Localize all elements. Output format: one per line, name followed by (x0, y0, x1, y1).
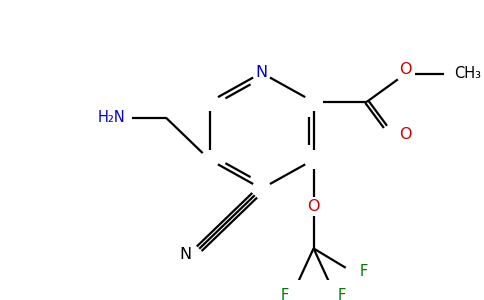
Text: O: O (399, 127, 411, 142)
Text: F: F (338, 288, 346, 300)
Text: O: O (399, 61, 412, 76)
Text: O: O (307, 199, 320, 214)
Text: N: N (256, 65, 268, 80)
Text: H₂N: H₂N (97, 110, 125, 125)
Text: F: F (360, 264, 368, 279)
Text: N: N (180, 247, 192, 262)
Text: F: F (281, 288, 289, 300)
Text: CH₃: CH₃ (454, 66, 481, 81)
